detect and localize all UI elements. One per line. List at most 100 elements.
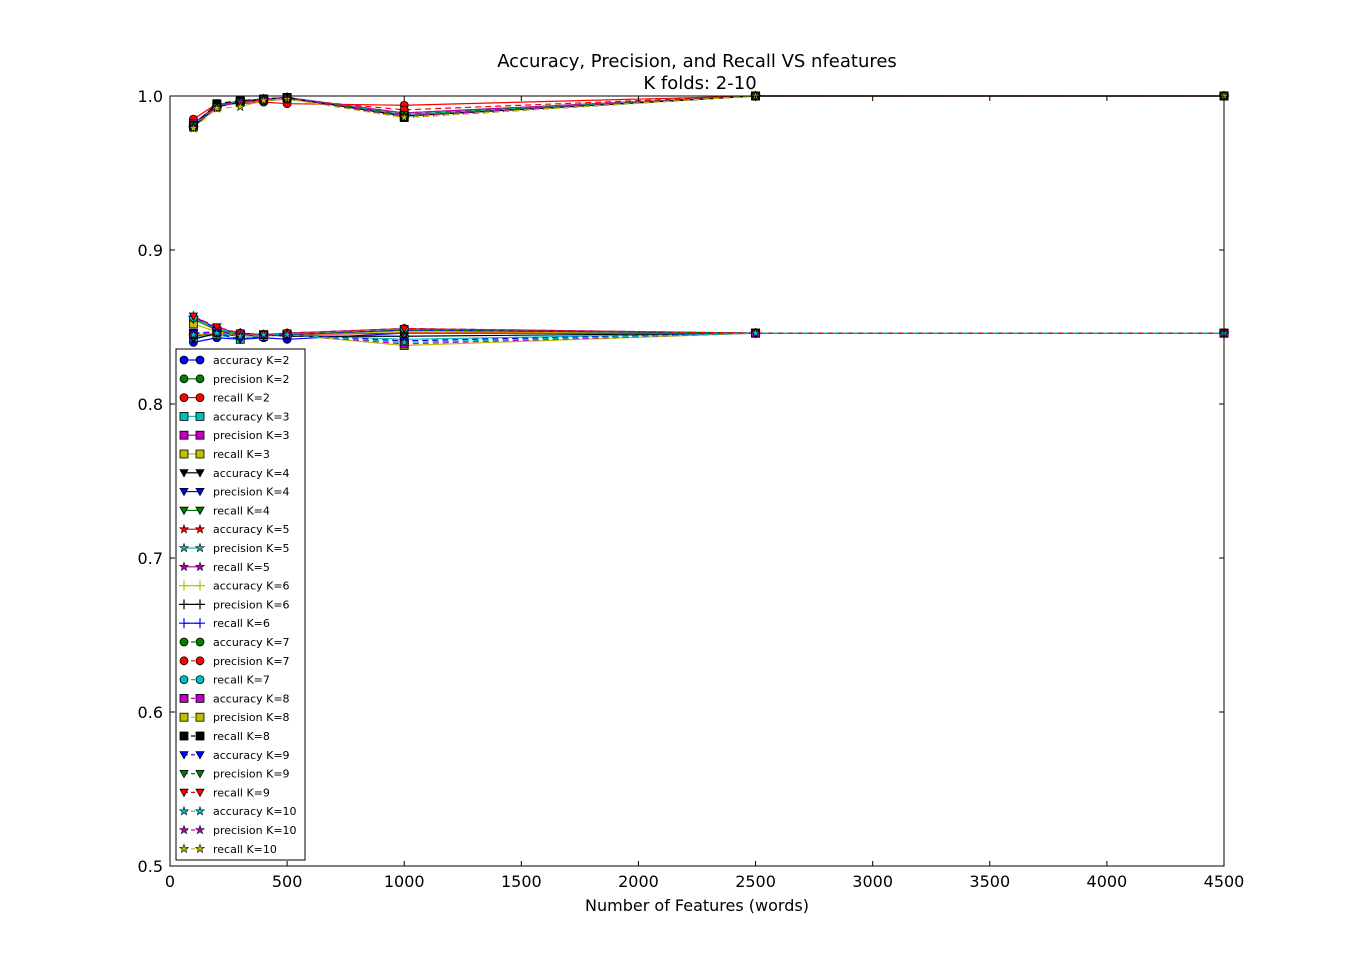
data-point (188, 122, 199, 133)
x-tick-label: 4500 (1204, 872, 1245, 891)
legend-marker (179, 599, 189, 610)
y-tick-label: 0.6 (138, 703, 163, 722)
x-tick-label: 0 (165, 872, 175, 891)
series-line-precision-k-8 (193, 95, 1224, 128)
chart-title: Accuracy, Precision, and Recall VS nfeat… (497, 51, 897, 72)
legend-entry: recall K=8 (179, 730, 270, 743)
legend-label: accuracy K=4 (213, 467, 290, 480)
legend-marker (179, 751, 189, 760)
legend-marker (179, 770, 189, 779)
legend-marker (179, 411, 189, 421)
legend-marker (178, 523, 190, 534)
legend-label: precision K=5 (213, 542, 290, 555)
legend-marker (195, 675, 205, 684)
y-tick-label: 0.5 (138, 857, 163, 876)
legend-entry: recall K=10 (178, 843, 277, 856)
legend-label: precision K=7 (213, 655, 290, 668)
data-point (750, 327, 761, 338)
series-line-accuracy-k-10 (193, 332, 1224, 344)
legend-label: recall K=8 (213, 730, 270, 743)
legend-marker (194, 805, 206, 816)
legend-marker (179, 656, 189, 666)
legend-label: accuracy K=2 (213, 354, 290, 367)
legend-entry: accuracy K=3 (179, 410, 290, 423)
legend-marker (179, 449, 189, 459)
legend-label: precision K=10 (213, 824, 297, 837)
legend-label: accuracy K=10 (213, 805, 297, 818)
legend-entry: precision K=3 (179, 429, 290, 442)
legend-entry: recall K=3 (179, 448, 270, 461)
legend-marker (179, 487, 189, 497)
legend: accuracy K=2 precision K=2 recall K=2 accur… (175, 348, 306, 861)
y-tick-label: 1.0 (138, 87, 163, 106)
legend-label: accuracy K=3 (213, 410, 290, 423)
legend-marker (179, 430, 189, 440)
legend-marker (195, 506, 205, 516)
data-point (399, 112, 410, 122)
legend-entry: accuracy K=10 (178, 805, 297, 818)
legend-entry: accuracy K=7 (179, 636, 290, 649)
legend-marker (179, 694, 189, 703)
legend-entry: precision K=10 (178, 824, 297, 837)
legend-entry: recall K=5 (178, 561, 270, 574)
series-line-recall-k-8 (193, 95, 1224, 126)
data-point (188, 329, 199, 340)
legend-marker (194, 824, 206, 835)
data-point (212, 323, 222, 332)
legend-marker (195, 731, 205, 741)
series-line-precision-k-7 (193, 95, 1224, 126)
legend-marker (179, 393, 189, 403)
legend-entry: recall K=2 (179, 392, 270, 405)
series-line-recall-k-10 (193, 95, 1224, 129)
legend-marker (195, 751, 205, 760)
legend-label: precision K=6 (213, 598, 290, 611)
legend-marker (195, 618, 205, 629)
legend-entry: precision K=5 (178, 542, 290, 555)
legend-marker (179, 637, 189, 647)
data-point (188, 312, 199, 322)
legend-marker (195, 487, 205, 497)
legend-marker (195, 712, 205, 722)
legend-marker (195, 411, 205, 421)
legend-marker (178, 843, 190, 854)
legend-entry: accuracy K=6 (179, 580, 290, 593)
legend-label: accuracy K=8 (213, 692, 290, 705)
x-axis-label: Number of Features (words) (585, 896, 809, 915)
legend-marker (195, 430, 205, 440)
legend-marker (179, 731, 189, 741)
legend-marker (194, 561, 206, 572)
legend-label: recall K=3 (213, 448, 270, 461)
x-tick-label: 4000 (1087, 872, 1128, 891)
legend-marker (195, 599, 205, 610)
legend-marker (195, 770, 205, 779)
series-line-precision-k-10 (193, 95, 1224, 128)
legend-entry: recall K=6 (179, 617, 270, 630)
x-tick-label: 3500 (969, 872, 1010, 891)
legend-marker (195, 580, 205, 591)
legend-label: recall K=6 (213, 617, 270, 630)
legend-marker (195, 393, 205, 403)
legend-entry: recall K=4 (179, 504, 270, 517)
series-markers (188, 90, 1230, 350)
data-point (211, 327, 222, 338)
legend-entry: accuracy K=5 (178, 523, 290, 536)
legend-marker (179, 374, 189, 384)
legend-marker (195, 469, 205, 478)
series-line-precision-k-6 (193, 95, 1224, 128)
legend-marker (179, 469, 189, 478)
legend-marker (179, 675, 189, 684)
data-point (235, 101, 246, 112)
data-point (281, 329, 293, 340)
legend-label: recall K=5 (213, 561, 270, 574)
legend-marker (195, 449, 205, 459)
chart-title-group: Accuracy, Precision, and Recall VS nfeat… (497, 51, 897, 94)
legend-label: precision K=2 (213, 373, 290, 386)
legend-label: recall K=10 (213, 843, 277, 856)
legend-marker (195, 374, 205, 384)
legend-label: accuracy K=5 (213, 523, 290, 536)
x-tick-label: 500 (272, 872, 303, 891)
x-tick-label: 3000 (852, 872, 893, 891)
legend-marker (178, 561, 190, 572)
legend-marker (194, 542, 206, 553)
legend-marker (195, 637, 205, 647)
